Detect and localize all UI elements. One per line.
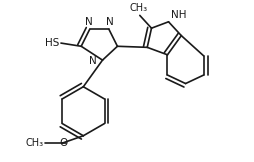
Text: N: N: [85, 17, 92, 27]
Text: CH₃: CH₃: [26, 138, 44, 148]
Text: N: N: [89, 56, 97, 66]
Text: CH₃: CH₃: [130, 3, 148, 13]
Text: N: N: [106, 17, 114, 27]
Text: HS: HS: [45, 38, 59, 48]
Text: NH: NH: [171, 10, 187, 20]
Text: O: O: [59, 138, 67, 148]
